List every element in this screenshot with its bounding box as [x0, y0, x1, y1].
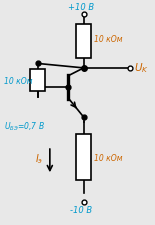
Bar	[76, 25, 91, 59]
Text: $I_э$: $I_э$	[35, 152, 44, 166]
Text: -10 В: -10 В	[69, 205, 92, 214]
Text: 10 кОм: 10 кОм	[94, 35, 123, 44]
Text: +10 В: +10 В	[68, 3, 94, 12]
Bar	[76, 135, 91, 180]
Bar	[30, 70, 45, 92]
Text: 10 кОм: 10 кОм	[4, 76, 32, 85]
Text: 10 кОм: 10 кОм	[94, 153, 123, 162]
Text: $U_K$: $U_K$	[134, 61, 149, 74]
Text: $U_{БЭ}$=0,7 В: $U_{БЭ}$=0,7 В	[4, 120, 45, 133]
